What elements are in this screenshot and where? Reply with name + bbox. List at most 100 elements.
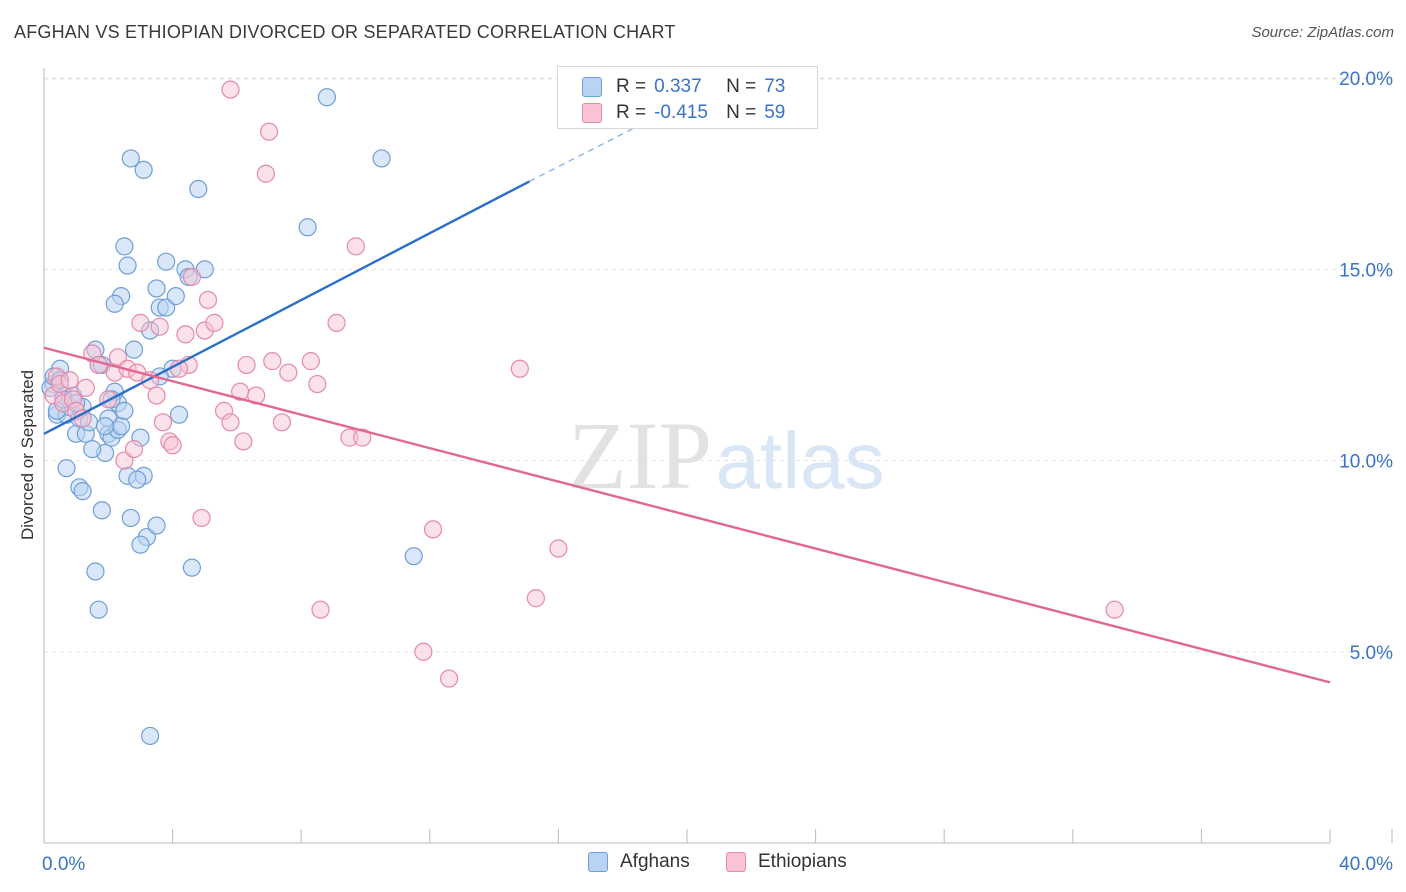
ethiopian-point <box>182 267 201 287</box>
series-legend: Afghans Ethiopians <box>0 851 1406 877</box>
axes <box>43 68 1393 844</box>
ethiopian-point <box>153 413 173 432</box>
afghan-point <box>115 401 134 420</box>
afghan-point <box>118 256 137 275</box>
ethiopian-point <box>205 313 224 332</box>
x-tick-label: 0.0% <box>42 854 85 875</box>
n-label: N = <box>726 76 757 97</box>
afghan-point <box>298 218 317 237</box>
ethiopian-point <box>259 122 279 141</box>
ethiopians-swatch <box>726 852 746 872</box>
ethiopian-point <box>308 374 327 394</box>
ethiopian-point <box>272 413 292 432</box>
afghan-point <box>166 287 185 306</box>
ethiopian-point <box>150 317 169 336</box>
chart-title: AFGHAN VS ETHIOPIAN DIVORCED OR SEPARATE… <box>14 22 676 42</box>
ethiopian-point <box>423 520 443 539</box>
r-label: R = <box>616 102 647 123</box>
afghans-swatch <box>588 852 608 872</box>
y-tick-label: 5.0% <box>1350 643 1393 664</box>
afghan-point <box>317 88 337 107</box>
ethiopian-point <box>192 508 211 528</box>
y-tick-label: 20.0% <box>1339 69 1393 90</box>
afghan-point <box>86 562 105 581</box>
y-tick-label: 15.0% <box>1339 260 1393 281</box>
afghan-point <box>95 417 115 436</box>
afghan-point <box>404 547 423 566</box>
afghan-point <box>105 294 124 313</box>
afghan-point <box>121 508 140 528</box>
ethiopian-point <box>176 325 195 344</box>
afghan-point <box>169 405 189 424</box>
watermark-atlas: atlas <box>716 416 885 505</box>
ethiopian-point <box>263 352 282 371</box>
ethiopian-point <box>163 436 182 455</box>
ethiopian-point <box>221 413 240 432</box>
r-label: R = <box>616 76 647 97</box>
afghan-point <box>57 459 76 478</box>
trend-lines <box>43 112 1331 684</box>
ethiopian-point <box>198 290 218 310</box>
legend-item-afghans[interactable]: Afghans <box>588 851 690 873</box>
ethiopian-point <box>346 237 365 256</box>
n-value: 73 <box>764 76 786 97</box>
legend-label-ethiopians: Ethiopians <box>758 851 847 872</box>
afghan-point <box>372 149 391 168</box>
legend-row-ethiopians: R = -0.415 N = 59 <box>582 100 785 126</box>
afghan-point <box>182 558 201 577</box>
correlation-legend: R = 0.337 N = 73 R = -0.415 N = 59 <box>557 66 818 129</box>
ethiopian-point <box>439 669 459 688</box>
afghan-point <box>115 237 134 256</box>
afghan-point <box>121 149 140 168</box>
ethiopian-point <box>549 539 568 558</box>
afghan-point <box>128 470 147 489</box>
afghan-point <box>147 516 166 535</box>
ethiopian-point <box>124 439 144 459</box>
afghans-swatch <box>582 77 602 97</box>
ethiopian-point <box>414 642 433 661</box>
source-credit: Source: ZipAtlas.com <box>1251 24 1394 41</box>
ethiopian-point <box>526 589 545 608</box>
y-tick-label: 10.0% <box>1339 452 1393 473</box>
afghan-point <box>134 160 153 180</box>
ethiopian-point <box>76 378 95 397</box>
ethiopian-point <box>510 359 529 378</box>
afghan-point <box>124 340 144 359</box>
ethiopian-point <box>221 80 240 99</box>
afghan-point <box>157 252 176 271</box>
r-value: -0.415 <box>654 102 708 123</box>
afghan-point <box>140 726 160 746</box>
ethiopian-point <box>60 371 79 390</box>
watermark-zip: ZIP <box>568 402 712 509</box>
ethiopian-point <box>131 313 150 332</box>
ethiopian-point <box>327 313 346 332</box>
r-value: 0.337 <box>654 76 702 97</box>
ethiopian-point <box>256 164 275 183</box>
afghan-point <box>112 417 131 436</box>
afghan-point <box>89 600 108 619</box>
afghan-point <box>83 439 102 459</box>
ethiopian-point <box>1105 600 1124 619</box>
ethiopian-point <box>147 386 166 405</box>
n-label: N = <box>726 102 757 123</box>
watermark: ZIP atlas <box>568 402 884 509</box>
afghan-point <box>189 179 208 199</box>
x-tick-label: 40.0% <box>1339 854 1393 875</box>
ethiopians-trend-line <box>43 346 1331 684</box>
afghan-point <box>147 279 166 298</box>
ethiopian-point <box>311 600 330 619</box>
legend-row-afghans: R = 0.337 N = 73 <box>582 74 785 100</box>
afghan-point <box>131 535 150 554</box>
ethiopian-point <box>279 363 298 382</box>
tick-labels: 5.0% 10.0% 15.0% 20.0% 0.0% 40.0% <box>42 69 1393 875</box>
ethiopian-point <box>89 355 108 375</box>
afghan-point <box>92 501 111 520</box>
ethiopian-point <box>237 355 256 375</box>
legend-item-ethiopians[interactable]: Ethiopians <box>726 851 847 873</box>
legend-label-afghans: Afghans <box>620 851 690 872</box>
afghan-point <box>73 482 92 501</box>
ethiopian-point <box>301 352 320 371</box>
n-value: 59 <box>764 102 786 123</box>
ethiopians-points <box>44 80 1124 688</box>
